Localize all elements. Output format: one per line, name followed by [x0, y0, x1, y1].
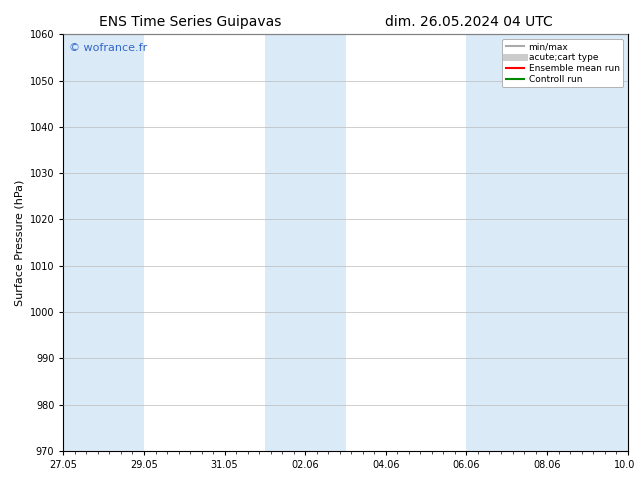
Bar	[547, 34, 628, 451]
Y-axis label: Surface Pressure (hPa): Surface Pressure (hPa)	[14, 179, 24, 306]
Text: dim. 26.05.2024 04 UTC: dim. 26.05.2024 04 UTC	[385, 15, 553, 29]
Bar	[265, 34, 346, 451]
Bar	[466, 34, 547, 451]
Text: © wofrance.fr: © wofrance.fr	[69, 43, 147, 52]
Bar	[63, 34, 144, 451]
Text: ENS Time Series Guipavas: ENS Time Series Guipavas	[99, 15, 281, 29]
Legend: min/max, acute;cart type, Ensemble mean run, Controll run: min/max, acute;cart type, Ensemble mean …	[502, 39, 623, 87]
